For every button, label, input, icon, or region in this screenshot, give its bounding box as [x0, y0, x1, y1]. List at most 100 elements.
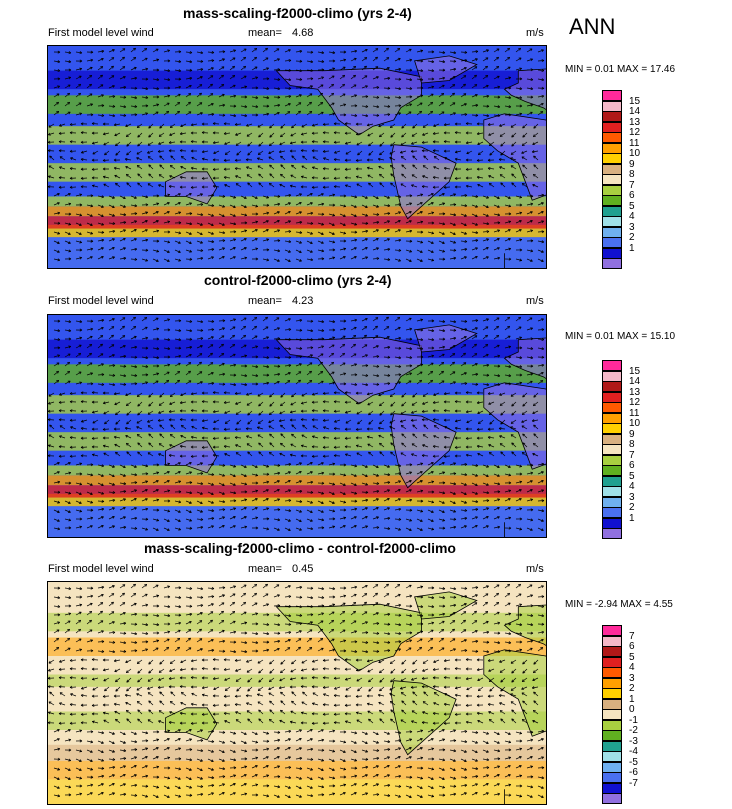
colorbar-swatch	[602, 486, 622, 497]
continent-outline	[414, 324, 478, 353]
colorbar-swatch	[602, 772, 622, 783]
colorbar-swatch	[602, 205, 622, 217]
colorbar-tick-label: 1	[629, 693, 635, 705]
colorbar-swatch	[602, 132, 622, 143]
colorbar-swatch	[602, 656, 622, 668]
colorbar-tick-label: 14	[629, 376, 641, 387]
colorbar-tick-label: -2	[629, 725, 638, 736]
colorbar-tick-label: 4	[629, 481, 635, 492]
colorbar-tick-label: -3	[629, 735, 638, 747]
panel-3-mean-label: mean=	[248, 563, 282, 575]
panel-1-wind-map	[47, 45, 547, 269]
colorbar-swatch	[602, 719, 622, 731]
colorbar-swatch	[602, 475, 622, 487]
wind-band	[48, 95, 546, 114]
panel-1-variable-label: First model level wind	[48, 27, 154, 39]
colorbar-tick-label: -5	[629, 756, 638, 768]
colorbar-tick-label: 15	[629, 95, 641, 107]
colorbar-swatch	[602, 247, 622, 259]
continent-outline	[414, 55, 478, 84]
colorbar-swatch	[602, 433, 622, 445]
panel-3-minmax: MIN = -2.94 MAX = 4.55	[565, 599, 673, 610]
continent-outline	[503, 604, 546, 646]
colorbar-swatch	[602, 496, 622, 508]
colorbar-swatch	[602, 677, 622, 689]
colorbar-swatch	[602, 793, 622, 804]
panel-3-wind-difference-map	[47, 581, 547, 805]
panel-1-title: mass-scaling-f2000-climo (yrs 2-4)	[183, 5, 412, 21]
colorbar-tick-label: -1	[629, 714, 638, 726]
colorbar-tick-label: 4	[629, 211, 635, 222]
colorbar-swatch	[602, 163, 622, 175]
colorbar-swatch	[602, 391, 622, 403]
colorbar-swatch	[602, 528, 622, 539]
panel-2-minmax: MIN = 0.01 MAX = 15.10	[565, 331, 676, 342]
wind-band	[48, 674, 546, 687]
colorbar-tick-label: 7	[629, 449, 635, 461]
colorbar-tick-label: -4	[629, 746, 638, 757]
colorbar-tick-label: 11	[629, 407, 640, 419]
colorbar-swatch	[602, 688, 622, 699]
colorbar-swatch	[602, 153, 622, 164]
continent-outline	[390, 413, 457, 489]
colorbar-swatch	[602, 100, 622, 112]
colorbar-tick-label: 13	[629, 116, 641, 128]
panel-2-title: control-f2000-climo (yrs 2-4)	[204, 272, 392, 288]
wind-band	[48, 364, 546, 383]
colorbar-tick-label: 10	[629, 148, 641, 159]
colorbar-swatch	[602, 454, 622, 466]
panel-3-colorbar: 7 6 5 4 3 2 1 0 -1 -2 -3 -4 -5 -6 -7	[602, 625, 662, 805]
colorbar-tick-label: 8	[629, 169, 635, 180]
colorbar-tick-label: 9	[629, 428, 635, 440]
continent-outline	[390, 680, 457, 756]
colorbar-swatch	[602, 90, 622, 101]
colorbar-tick-label: 9	[629, 158, 635, 170]
colorbar-tick-label: 12	[629, 397, 641, 408]
wind-band	[48, 126, 546, 145]
panel-2-mean-value: 4.23	[292, 295, 314, 307]
colorbar-tick-label: 7	[629, 179, 635, 191]
panel-2-wind-map	[47, 314, 547, 538]
panel-3-variable-label: First model level wind	[48, 563, 154, 575]
colorbar-swatch	[602, 423, 622, 434]
colorbar-swatch	[602, 121, 622, 133]
colorbar-tick-label: 6	[629, 460, 635, 471]
wind-band	[48, 206, 546, 217]
colorbar-tick-label: 6	[629, 641, 635, 652]
panel-1-mean-value: 4.68	[292, 27, 314, 39]
panel-1-mean-label: mean=	[248, 27, 282, 39]
colorbar-tick-label: 8	[629, 439, 635, 450]
colorbar-tick-label: 0	[629, 704, 635, 715]
colorbar-swatch	[602, 517, 622, 529]
colorbar-swatch	[602, 730, 622, 741]
colorbar-swatch	[602, 258, 622, 269]
wind-band	[48, 196, 546, 207]
colorbar-tick-label: 12	[629, 127, 641, 138]
colorbar-swatch	[602, 216, 622, 227]
wind-band	[48, 432, 546, 451]
continent-outline	[275, 336, 422, 405]
colorbar-swatch	[602, 370, 622, 382]
panel-2-mean-label: mean=	[248, 295, 282, 307]
colorbar-swatch	[602, 184, 622, 196]
panel-3-mean-value: 0.45	[292, 563, 314, 575]
wind-band	[48, 506, 546, 537]
wind-band	[48, 760, 546, 780]
wind-band	[48, 163, 546, 182]
colorbar-tick-label: 5	[629, 200, 635, 212]
colorbar-tick-label: 6	[629, 190, 635, 201]
panel-2-units: m/s	[526, 295, 544, 307]
colorbar-tick-label: 10	[629, 418, 641, 429]
wind-band	[48, 465, 546, 476]
colorbar-swatch	[602, 698, 622, 710]
colorbar-swatch	[602, 667, 622, 678]
colorbar-swatch	[602, 226, 622, 238]
panel-2-variable-label: First model level wind	[48, 295, 154, 307]
wind-band	[48, 475, 546, 486]
colorbar-swatch	[602, 195, 622, 206]
colorbar-tick-label: 3	[629, 672, 635, 684]
colorbar-tick-label: 1	[629, 512, 635, 524]
panel-3-title: mass-scaling-f2000-climo - control-f2000…	[144, 540, 456, 556]
colorbar-swatch	[602, 360, 622, 371]
colorbar-swatch	[602, 142, 622, 154]
